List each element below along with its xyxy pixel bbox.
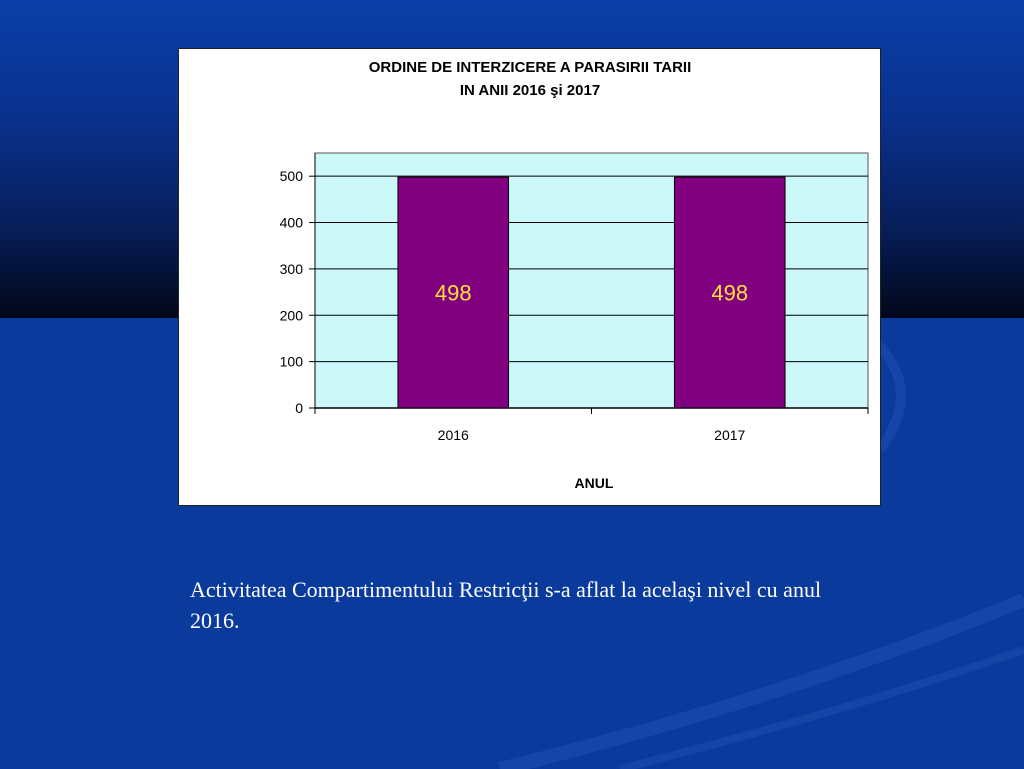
chart-title-line2: IN ANII 2016 şi 2017	[460, 82, 600, 99]
data-label: 498	[711, 281, 748, 306]
bar-chart: ORDINE DE INTERZICERE A PARASIRII TARII …	[280, 59, 869, 491]
y-tick-label: 500	[280, 168, 304, 184]
bar	[673, 176, 786, 409]
y-tick-label: 100	[280, 354, 304, 370]
data-label: 498	[435, 281, 472, 306]
y-tick-label: 400	[280, 215, 304, 231]
x-axis-title: ANUL	[575, 475, 614, 491]
chart-title-line1: ORDINE DE INTERZICERE A PARASIRII TARII	[369, 59, 692, 76]
bar	[397, 176, 510, 409]
plot-area-group: 0 100 200 300 400 500 498 2016 498 2017	[280, 152, 869, 443]
y-tick-label: 300	[280, 261, 304, 277]
x-tick-label: 2017	[714, 427, 745, 443]
y-tick-label: 0	[295, 400, 303, 416]
y-tick-label: 200	[280, 307, 304, 323]
x-tick-label: 2016	[438, 427, 469, 443]
slide-caption: Activitatea Compartimentului Restricţii …	[190, 577, 822, 633]
chart-panel: ORDINE DE INTERZICERE A PARASIRII TARII …	[178, 48, 881, 506]
